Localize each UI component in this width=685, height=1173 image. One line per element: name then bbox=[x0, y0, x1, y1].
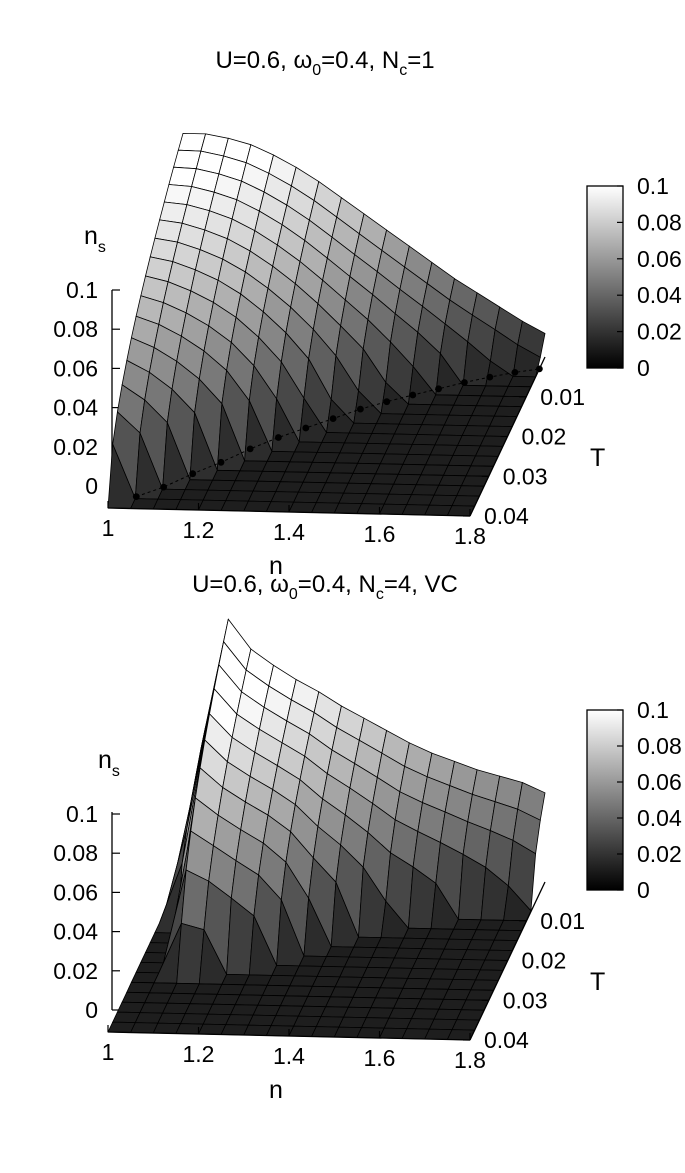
x-tick-label: 1.8 bbox=[454, 1047, 486, 1073]
y-axis-label-bottom: T bbox=[590, 968, 605, 996]
z-tick-label: 0.04 bbox=[53, 395, 98, 421]
y-tick-label: 0.01 bbox=[540, 384, 585, 410]
colorbar-tick-label: 0.02 bbox=[637, 841, 682, 867]
y-axis-bottom: 0.01 0.02 0.03 0.04 T bbox=[463, 881, 605, 1053]
y-tick-label: 0.02 bbox=[522, 424, 567, 450]
x-axis-label-bottom: n bbox=[269, 1076, 283, 1104]
z-tick-label: 0 bbox=[85, 997, 98, 1023]
phase-boundary-point bbox=[329, 415, 337, 422]
colorbar-tick-label: 0.04 bbox=[637, 805, 682, 831]
title-top: U=0.6, ω0=0.4, Nc=1 bbox=[215, 47, 434, 79]
x-tick-label: 1.4 bbox=[273, 1043, 305, 1069]
x-tick-label: 1.6 bbox=[364, 521, 396, 547]
x-tick-label: 1.2 bbox=[183, 517, 215, 543]
z-tick-label: 0.04 bbox=[53, 919, 98, 945]
z-tick-label: 0.06 bbox=[53, 355, 98, 381]
z-tick-label: 0.02 bbox=[53, 958, 98, 984]
surface-plot-bottom: U=0.6, ω0=0.4, Nc=4, VC ns 0 0.02 0.04 0.06… bbox=[53, 571, 682, 1104]
x-tick-label: 1.6 bbox=[364, 1045, 396, 1071]
surface-plot-top: U=0.6, ω0=0.4, Nc=1 ns 0 0.02 0.04 0.06 0.08… bbox=[53, 47, 682, 580]
z-tick-label: 0.1 bbox=[66, 801, 98, 827]
phase-boundary-point bbox=[435, 385, 442, 393]
colorbar-tick-label: 0.1 bbox=[637, 173, 669, 199]
colorbar-tick-label: 0.02 bbox=[637, 319, 682, 345]
y-tick-label: 0.04 bbox=[484, 503, 529, 529]
colorbar-tick-label: 0 bbox=[637, 877, 650, 903]
colorbar-tick-label: 0.08 bbox=[637, 733, 682, 759]
phase-boundary-point bbox=[160, 483, 168, 491]
x-tick-label: 1 bbox=[102, 515, 115, 541]
x-tick-label: 1.4 bbox=[273, 519, 305, 545]
title-bottom: U=0.6, ω0=0.4, Nc=4, VC bbox=[192, 571, 458, 603]
colorbar-tick-label: 0.1 bbox=[637, 697, 669, 723]
surface-mesh-top bbox=[107, 132, 546, 517]
phase-boundary-point bbox=[486, 373, 494, 381]
phase-boundary-point bbox=[275, 434, 282, 441]
colorbar-bottom: 0 0.02 0.04 0.06 0.08 0.1 bbox=[586, 697, 682, 903]
x-tick-label: 1.8 bbox=[454, 523, 486, 549]
z-tick-label: 0.06 bbox=[53, 879, 98, 905]
y-tick-label: 0.01 bbox=[540, 908, 585, 934]
phase-boundary-point bbox=[246, 445, 254, 453]
phase-boundary-point bbox=[302, 424, 310, 432]
z-tick-label: 0.08 bbox=[53, 840, 98, 866]
y-tick-label: 0.04 bbox=[484, 1027, 529, 1053]
colorbar-tick-label: 0.08 bbox=[637, 209, 682, 235]
y-axis-label-top: T bbox=[590, 444, 605, 472]
phase-boundary-line bbox=[136, 368, 540, 498]
colorbar-top: 0 0.02 0.04 0.06 0.08 0.1 bbox=[586, 173, 682, 381]
z-tick-label: 0 bbox=[85, 473, 98, 499]
colorbar-tick-label: 0 bbox=[637, 355, 650, 381]
y-axis-top: 0.01 0.02 0.03 0.04 T bbox=[463, 356, 605, 529]
z-axis-label-top: ns bbox=[84, 222, 106, 256]
z-axis-top: 0 0.02 0.04 0.06 0.08 0.1 bbox=[53, 277, 120, 499]
phase-boundary-point bbox=[511, 369, 519, 376]
x-tick-label: 1 bbox=[102, 1039, 115, 1065]
y-tick-label: 0.03 bbox=[503, 463, 548, 489]
phase-boundary-point bbox=[357, 405, 364, 413]
x-tick-label: 1.2 bbox=[183, 1041, 215, 1067]
phase-boundary-point bbox=[189, 470, 197, 478]
colorbar-tick-label: 0.04 bbox=[637, 282, 682, 308]
colorbar-tick-label: 0.06 bbox=[637, 769, 682, 795]
phase-boundary-point bbox=[217, 458, 225, 466]
surface-mesh-bottom bbox=[107, 618, 546, 1041]
x-axis-top: 1 1.2 1.4 1.6 1.8 n bbox=[102, 501, 486, 580]
x-axis-bottom: 1 1.2 1.4 1.6 1.8 n bbox=[102, 1025, 486, 1104]
phase-boundary-point bbox=[461, 379, 468, 386]
x-axis-label-top: n bbox=[269, 552, 283, 580]
z-tick-label: 0.08 bbox=[53, 316, 98, 342]
z-axis-label-bottom: ns bbox=[98, 746, 120, 780]
phase-boundary-point bbox=[383, 398, 391, 406]
phase-boundary-point bbox=[409, 391, 417, 399]
colorbar-tick-label: 0.06 bbox=[637, 246, 682, 272]
z-axis-bottom: 0 0.02 0.04 0.06 0.08 0.1 bbox=[53, 801, 120, 1023]
z-tick-label: 0.02 bbox=[53, 434, 98, 460]
y-tick-label: 0.03 bbox=[503, 987, 548, 1013]
phase-boundary-point bbox=[132, 493, 140, 500]
y-tick-label: 0.02 bbox=[522, 948, 567, 974]
z-tick-label: 0.1 bbox=[66, 277, 98, 303]
